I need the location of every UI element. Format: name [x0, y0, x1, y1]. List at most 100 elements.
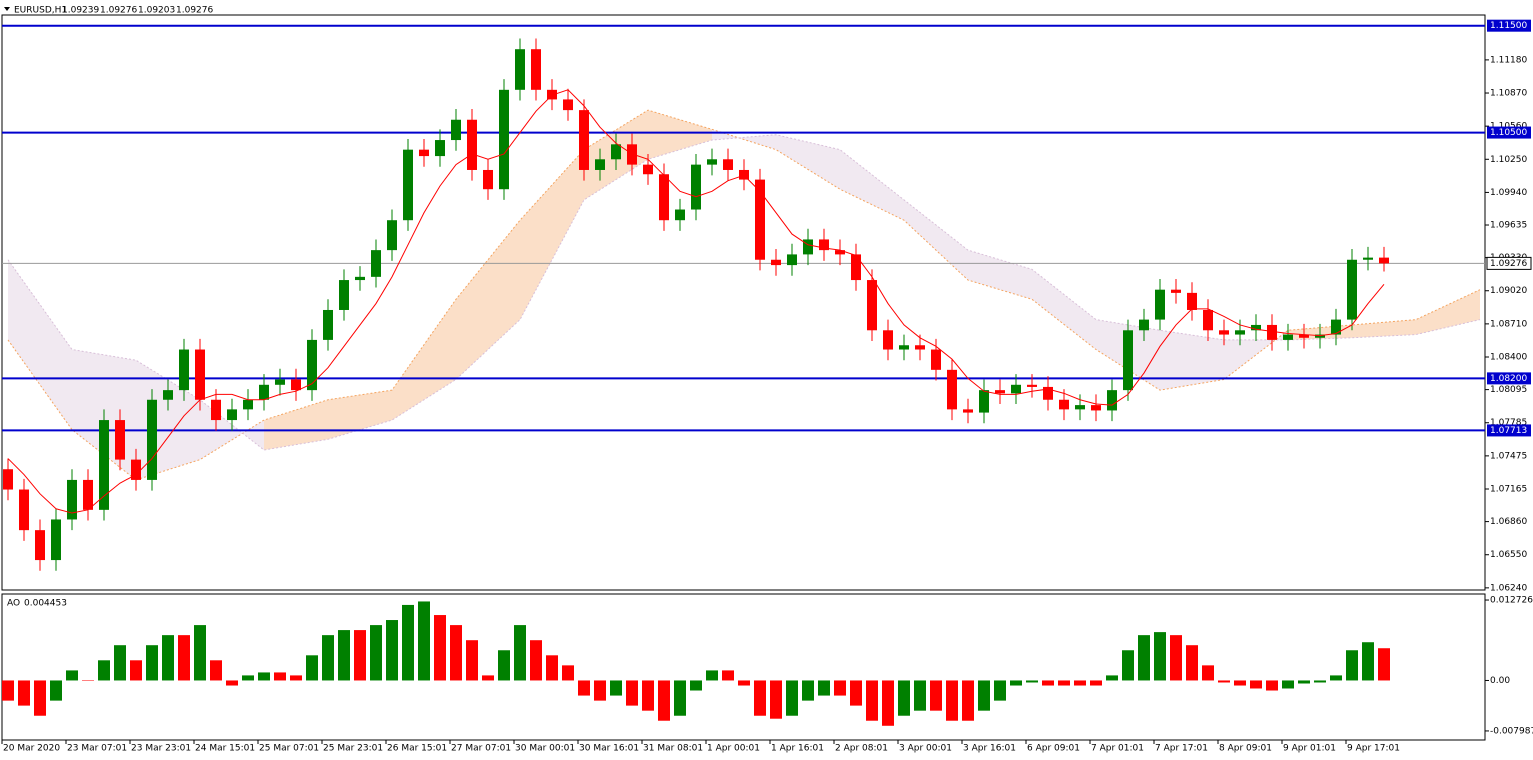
ao-bar [1026, 680, 1038, 683]
ao-bar [258, 672, 270, 681]
ao-bar [610, 680, 622, 696]
candle-body [803, 239, 813, 255]
ao-bar [962, 680, 974, 721]
ao-bar [466, 640, 478, 681]
cloud-segment [8, 259, 72, 430]
ao-bar [1298, 680, 1310, 684]
ao-bar [242, 675, 254, 681]
candle-body [1219, 330, 1229, 335]
ao-bar [98, 660, 110, 681]
candle-body [707, 159, 717, 165]
symbol: EURUSD,H1 [14, 6, 67, 16]
candle-body [1091, 405, 1101, 411]
y-tick-label: 1.06240 [1490, 583, 1527, 593]
candle-body [483, 169, 493, 190]
ao-bar [130, 660, 142, 681]
y-tick-label: 1.07165 [1490, 485, 1527, 495]
ao-bar [322, 635, 334, 681]
candle-body [1347, 259, 1357, 320]
candle-body [659, 174, 669, 221]
main-panel [1, 14, 1486, 591]
ao-bar [834, 680, 846, 696]
x-tick-label: 8 Apr 09:01 [1219, 744, 1272, 754]
candle-body [963, 409, 973, 413]
ao-bar [386, 620, 398, 681]
candle-body [323, 309, 333, 340]
x-tick-label: 30 Mar 16:01 [579, 744, 639, 754]
candle-body [867, 280, 877, 331]
ao-current: 0.004453 [24, 599, 67, 609]
ao-bar [290, 675, 302, 681]
level-label: 1.07713 [1490, 426, 1527, 436]
cloud-segment [840, 149, 904, 221]
candle-body [35, 530, 45, 561]
candle-body [339, 280, 349, 310]
ao-panel [1, 593, 1486, 741]
cloud-line [7, 109, 1481, 481]
candle-body [531, 49, 541, 90]
ao-bar [82, 680, 94, 681]
candle-body [99, 420, 109, 510]
y-tick-label: 1.09940 [1490, 188, 1527, 198]
cloud-segment [456, 220, 520, 380]
menu-icon[interactable] [4, 7, 10, 11]
candle-body [851, 254, 861, 281]
bar-high: 1.09276 [100, 6, 137, 16]
candle-body [371, 250, 381, 277]
candle-body [563, 99, 573, 111]
candle-body [1123, 330, 1133, 391]
candle-body [451, 119, 461, 141]
x-tick-label: 1 Apr 16:01 [771, 744, 824, 754]
ao-bar [194, 625, 206, 681]
cloud-segment [1032, 269, 1096, 350]
candle-body [611, 144, 621, 160]
candle-body [579, 110, 589, 170]
level-box [1487, 126, 1531, 139]
x-tick-label: 25 Mar 23:01 [323, 744, 383, 754]
ao-bar [786, 680, 798, 716]
ao-bar [34, 680, 46, 716]
ao-bar [482, 675, 494, 681]
candle-body [755, 179, 765, 260]
candle-body [1299, 334, 1309, 338]
ao-bar [354, 630, 366, 681]
x-tick-label: 31 Mar 08:01 [643, 744, 703, 754]
bar-open: 1.09239 [62, 6, 99, 16]
ao-bar [898, 680, 910, 716]
x-tick-label: 2 Apr 08:01 [835, 744, 888, 754]
ao-bar [1266, 680, 1278, 691]
ao-bar [802, 680, 814, 701]
level-box [1487, 19, 1531, 32]
candle-body [947, 369, 957, 410]
candle-body [595, 159, 605, 170]
x-tick-label: 7 Apr 01:01 [1091, 744, 1144, 754]
candle-body [1283, 334, 1293, 340]
ao-bar [498, 650, 510, 681]
ao-bar [370, 625, 382, 681]
candle-body [1011, 384, 1021, 394]
x-tick-label: 3 Apr 16:01 [963, 744, 1016, 754]
ao-bar [978, 680, 990, 711]
ao-bar [1362, 642, 1374, 681]
ao-bar [770, 680, 782, 719]
ao-bar [114, 645, 126, 681]
candle-body [115, 420, 125, 460]
cloud-line [7, 134, 1481, 451]
ao-bar [50, 680, 62, 701]
candle-body [835, 250, 845, 255]
ao-bar [626, 680, 638, 706]
candle-body [291, 379, 301, 391]
ao-bar [850, 680, 862, 706]
ao-bar [1378, 648, 1390, 681]
candle-body [931, 349, 941, 370]
ao-bar [306, 655, 318, 681]
candle-body [787, 254, 797, 266]
bar-close: 1.09276 [176, 6, 213, 16]
candle-body [1331, 319, 1341, 335]
candle-body [1059, 399, 1069, 410]
cloud-segment [1352, 319, 1416, 338]
y-tick-label: 1.11180 [1490, 55, 1527, 65]
candle-body [307, 339, 317, 391]
cloud-segment [392, 299, 456, 421]
candle-body [403, 149, 413, 221]
